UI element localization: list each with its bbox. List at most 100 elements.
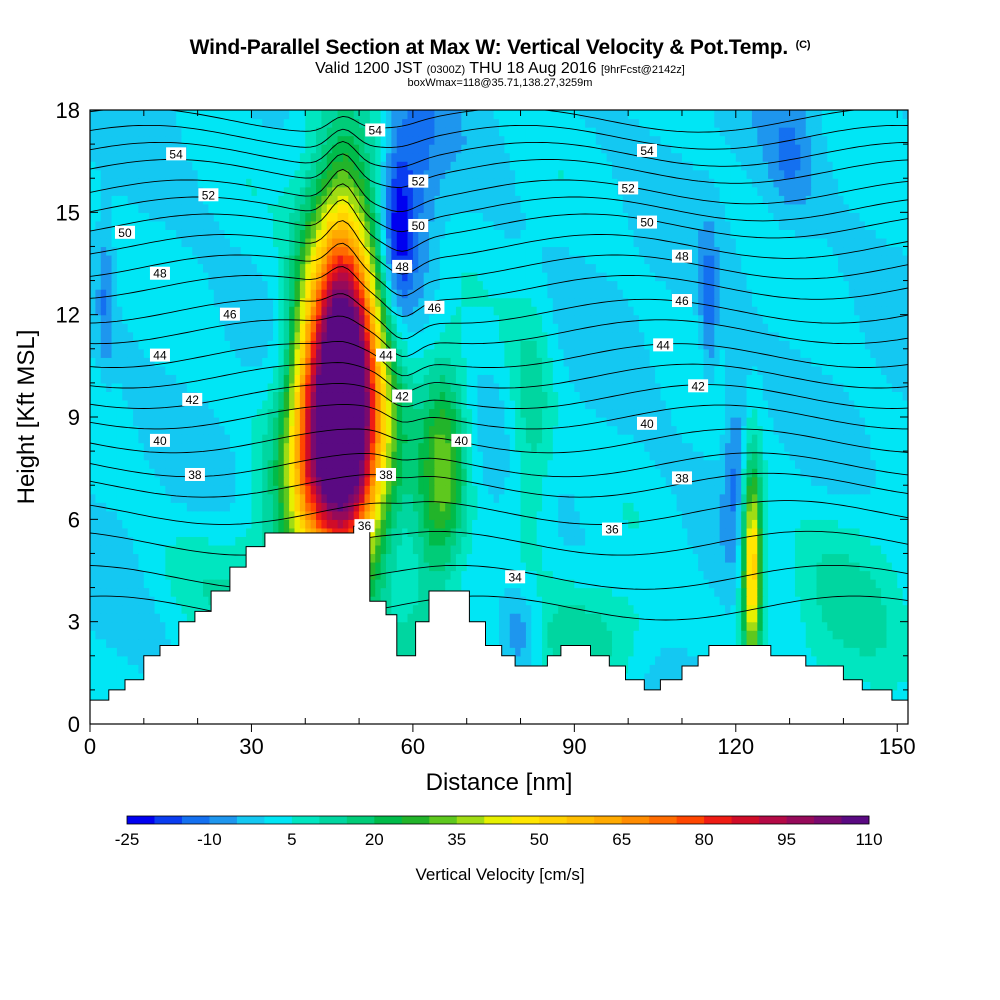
w-cell <box>574 613 581 623</box>
w-cell <box>703 638 710 648</box>
w-cell <box>585 570 592 580</box>
w-cell <box>660 527 667 537</box>
w-cell <box>660 519 667 529</box>
w-cell <box>402 561 409 572</box>
w-cell <box>606 630 613 640</box>
w-cell <box>800 493 807 503</box>
w-cell <box>703 536 710 546</box>
w-cell <box>504 647 511 657</box>
w-cell <box>638 527 645 537</box>
w-cell <box>665 502 672 512</box>
w-cell <box>784 510 791 520</box>
w-cell <box>219 502 226 512</box>
w-cell <box>445 459 452 469</box>
w-cell <box>708 621 715 631</box>
w-cell <box>552 468 559 478</box>
w-cell <box>423 502 430 512</box>
w-cell <box>585 561 592 572</box>
w-cell <box>762 493 769 503</box>
w-cell <box>676 527 683 537</box>
w-cell <box>256 442 263 452</box>
w-cell <box>434 527 441 537</box>
w-cell <box>859 655 866 665</box>
w-cell <box>585 468 592 478</box>
w-cell <box>127 510 134 520</box>
w-cell <box>617 553 624 563</box>
w-cell <box>660 502 667 512</box>
w-cell <box>568 613 575 623</box>
w-cell <box>585 638 592 648</box>
w-cell <box>111 638 118 648</box>
w-cell <box>870 493 877 503</box>
w-cell <box>380 519 387 529</box>
w-cell <box>827 519 834 529</box>
w-cell <box>703 570 710 580</box>
w-cell <box>493 553 500 563</box>
w-cell <box>472 587 479 597</box>
w-cell <box>289 510 296 520</box>
w-cell <box>342 510 349 520</box>
w-cell <box>628 655 635 665</box>
w-cell <box>143 553 150 563</box>
w-cell <box>568 604 575 614</box>
w-cell <box>838 596 845 606</box>
w-cell <box>466 536 473 546</box>
w-cell <box>843 579 850 589</box>
w-cell <box>843 544 850 555</box>
w-cell <box>891 647 898 657</box>
w-cell <box>149 579 156 589</box>
w-cell <box>741 510 748 520</box>
w-cell <box>805 485 812 495</box>
w-cell <box>229 468 236 478</box>
w-cell <box>800 510 807 520</box>
w-cell <box>644 561 651 572</box>
w-cell <box>671 630 678 640</box>
w-cell <box>138 561 145 572</box>
w-cell <box>891 493 898 503</box>
w-cell <box>116 630 123 640</box>
w-cell <box>870 630 877 640</box>
w-cell <box>412 485 419 495</box>
w-cell <box>649 527 656 537</box>
w-cell <box>262 502 269 512</box>
w-cell <box>870 587 877 597</box>
w-cell <box>299 468 306 478</box>
w-cell <box>579 621 586 631</box>
w-cell <box>547 630 554 640</box>
w-cell <box>407 502 414 512</box>
w-cell <box>854 621 861 631</box>
w-cell <box>622 476 629 486</box>
w-cell <box>235 493 242 503</box>
w-cell <box>590 621 597 631</box>
w-cell <box>725 561 732 572</box>
w-cell <box>864 451 871 461</box>
w-cell <box>493 536 500 546</box>
w-cell <box>396 561 403 572</box>
w-cell <box>816 468 823 478</box>
w-cell <box>133 570 140 580</box>
w-cell <box>461 519 468 529</box>
w-cell <box>359 485 366 495</box>
w-cell <box>267 459 274 469</box>
w-cell <box>192 596 199 606</box>
w-cell <box>751 536 758 546</box>
w-cell <box>746 587 753 597</box>
w-cell <box>133 527 140 537</box>
w-cell <box>380 596 387 606</box>
w-cell <box>741 604 748 614</box>
w-cell <box>628 579 635 589</box>
w-cell <box>751 561 758 572</box>
w-cell <box>848 638 855 648</box>
w-cell <box>95 689 102 700</box>
w-cell <box>170 561 177 572</box>
w-cell <box>515 647 522 657</box>
w-cell <box>859 544 866 555</box>
w-cell <box>466 485 473 495</box>
w-cell <box>875 664 882 674</box>
w-cell <box>816 519 823 529</box>
w-cell <box>558 476 565 486</box>
w-cell <box>310 476 317 486</box>
w-cell <box>229 476 236 486</box>
w-cell <box>450 476 457 486</box>
w-cell <box>106 681 113 691</box>
